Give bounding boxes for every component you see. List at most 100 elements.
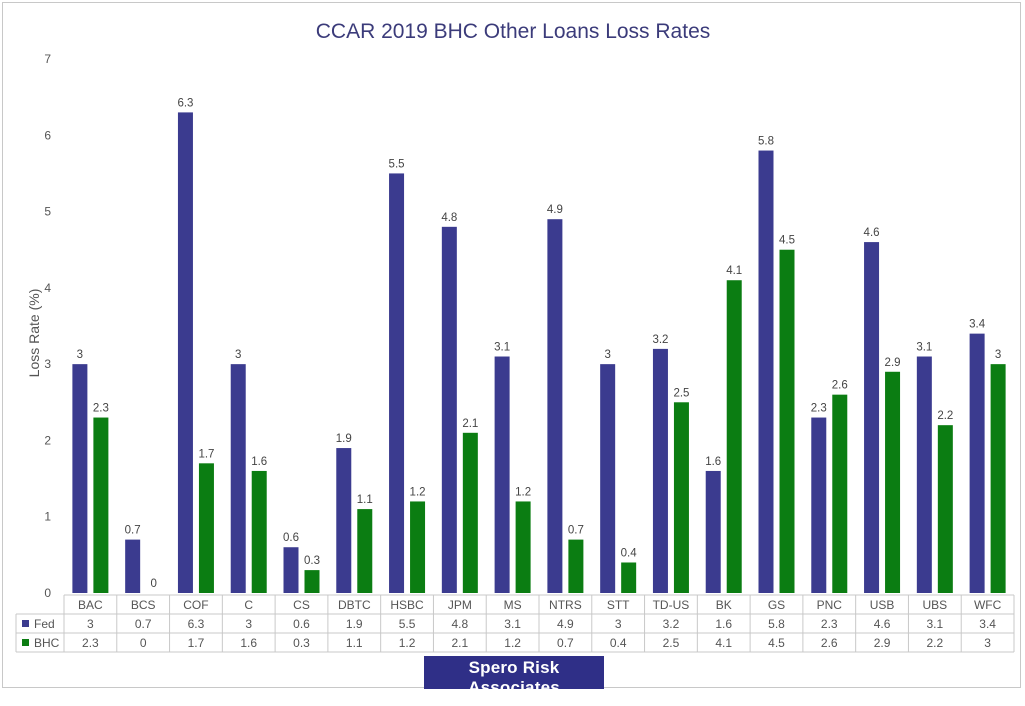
x-tick-label: PNC — [817, 598, 843, 612]
table-cell-bhc: 2.9 — [874, 636, 891, 650]
data-label-bhc: 1.6 — [251, 456, 267, 468]
table-cell-fed: 5.8 — [768, 617, 785, 631]
y-tick-label: 2 — [44, 433, 51, 447]
x-tick-label: BAC — [78, 598, 103, 612]
x-tick-label: BCS — [131, 598, 156, 612]
data-label-fed: 3 — [235, 349, 241, 361]
bar-fed — [389, 173, 405, 593]
y-axis-label: Loss Rate (%) — [26, 289, 42, 378]
table-cell-fed: 3.1 — [926, 617, 943, 631]
x-tick-label: CS — [293, 598, 310, 612]
x-tick-label: USB — [870, 598, 895, 612]
bar-fed — [652, 348, 668, 593]
data-label-bhc: 1.7 — [198, 448, 214, 460]
data-label-fed: 3 — [604, 349, 610, 361]
legend-label-fed: Fed — [34, 617, 55, 631]
table-cell-bhc: 2.1 — [451, 636, 468, 650]
table-cell-fed: 3 — [87, 617, 94, 631]
bar-bhc — [251, 470, 267, 593]
table-cell-fed: 3 — [615, 617, 622, 631]
y-tick-label: 5 — [44, 205, 51, 219]
x-tick-label: NTRS — [549, 598, 582, 612]
data-label-fed: 3 — [77, 349, 83, 361]
x-tick-label: UBS — [922, 598, 947, 612]
data-label-bhc: 2.3 — [93, 403, 109, 415]
bar-fed — [125, 539, 141, 593]
bar-fed — [336, 448, 352, 593]
table-cell-bhc: 0.4 — [610, 636, 627, 650]
data-label-fed: 2.3 — [811, 403, 827, 415]
x-tick-label: MS — [504, 598, 522, 612]
table-cell-fed: 3 — [245, 617, 252, 631]
bar-fed — [600, 364, 616, 593]
table-cell-fed: 4.9 — [557, 617, 574, 631]
bar-bhc — [357, 509, 373, 593]
y-tick-label: 0 — [44, 586, 51, 600]
chart-title: CCAR 2019 BHC Other Loans Loss Rates — [316, 20, 711, 43]
data-label-bhc: 2.6 — [832, 380, 848, 392]
y-tick-label: 1 — [44, 510, 51, 524]
table-cell-fed: 6.3 — [188, 617, 205, 631]
table-cell-fed: 3.4 — [979, 617, 996, 631]
data-label-fed: 3.2 — [652, 334, 668, 346]
bar-bhc — [568, 539, 584, 593]
bar-fed — [72, 364, 88, 593]
table-cell-bhc: 0.3 — [293, 636, 310, 650]
bar-bhc — [673, 402, 689, 593]
bar-fed — [916, 356, 932, 593]
data-label-bhc: 1.1 — [357, 494, 373, 506]
data-label-bhc: 2.2 — [937, 410, 953, 422]
table-cell-bhc: 3 — [984, 636, 991, 650]
data-label-bhc: 1.2 — [515, 486, 531, 498]
chart-frame: CCAR 2019 BHC Other Loans Loss Rates Loss… — [2, 2, 1021, 688]
table-cell-bhc: 0 — [140, 636, 147, 650]
table-cell-bhc: 1.2 — [504, 636, 521, 650]
data-label-bhc: 0.7 — [568, 525, 584, 537]
legend-swatch-fed — [22, 620, 29, 627]
table-cell-bhc: 0.7 — [557, 636, 574, 650]
bar-bhc — [621, 562, 637, 593]
bar-fed — [441, 226, 457, 594]
x-tick-label: HSBC — [390, 598, 424, 612]
data-label-bhc: 0.3 — [304, 555, 320, 567]
table-cell-bhc: 4.5 — [768, 636, 785, 650]
bar-fed — [547, 219, 563, 593]
data-label-bhc: 0.4 — [621, 547, 638, 559]
bar-bhc — [990, 364, 1006, 593]
data-label-fed: 4.6 — [864, 227, 880, 239]
y-tick-label: 4 — [44, 281, 51, 295]
table-cell-fed: 0.7 — [135, 617, 152, 631]
bar-bhc — [937, 425, 953, 593]
table-cell-fed: 3.1 — [504, 617, 521, 631]
data-label-bhc: 3 — [995, 349, 1001, 361]
x-tick-label: STT — [607, 598, 630, 612]
data-label-bhc: 1.2 — [410, 486, 426, 498]
bar-chart: CCAR 2019 BHC Other Loans Loss Rates Loss… — [15, 20, 1015, 653]
table-cell-bhc: 1.1 — [346, 636, 363, 650]
data-label-fed: 5.5 — [389, 158, 405, 170]
bar-fed — [758, 150, 774, 594]
y-tick-label: 3 — [44, 357, 51, 371]
data-label-fed: 4.9 — [547, 204, 563, 216]
data-label-bhc: 2.1 — [462, 418, 478, 430]
x-tick-label: COF — [183, 598, 208, 612]
data-label-bhc: 2.5 — [673, 387, 689, 399]
data-label-bhc: 0 — [150, 578, 156, 590]
data-label-bhc: 2.9 — [885, 357, 901, 369]
data-label-fed: 3.1 — [494, 342, 510, 354]
data-label-fed: 4.8 — [441, 212, 457, 224]
logo-tagline: Leaders in Risk Management, Modeling & S… — [432, 698, 596, 705]
bar-bhc — [515, 501, 531, 593]
x-tick-label: C — [244, 598, 253, 612]
bar-fed — [969, 333, 985, 593]
table-cell-fed: 4.6 — [874, 617, 891, 631]
data-label-fed: 3.1 — [916, 342, 932, 354]
bar-fed — [705, 470, 721, 593]
bar-bhc — [93, 417, 109, 593]
data-label-fed: 0.6 — [283, 532, 299, 544]
data-label-bhc: 4.5 — [779, 235, 795, 247]
table-cell-fed: 5.5 — [399, 617, 416, 631]
x-tick-label: WFC — [974, 598, 1002, 612]
table-cell-bhc: 2.5 — [663, 636, 680, 650]
table-cell-bhc: 2.3 — [82, 636, 99, 650]
